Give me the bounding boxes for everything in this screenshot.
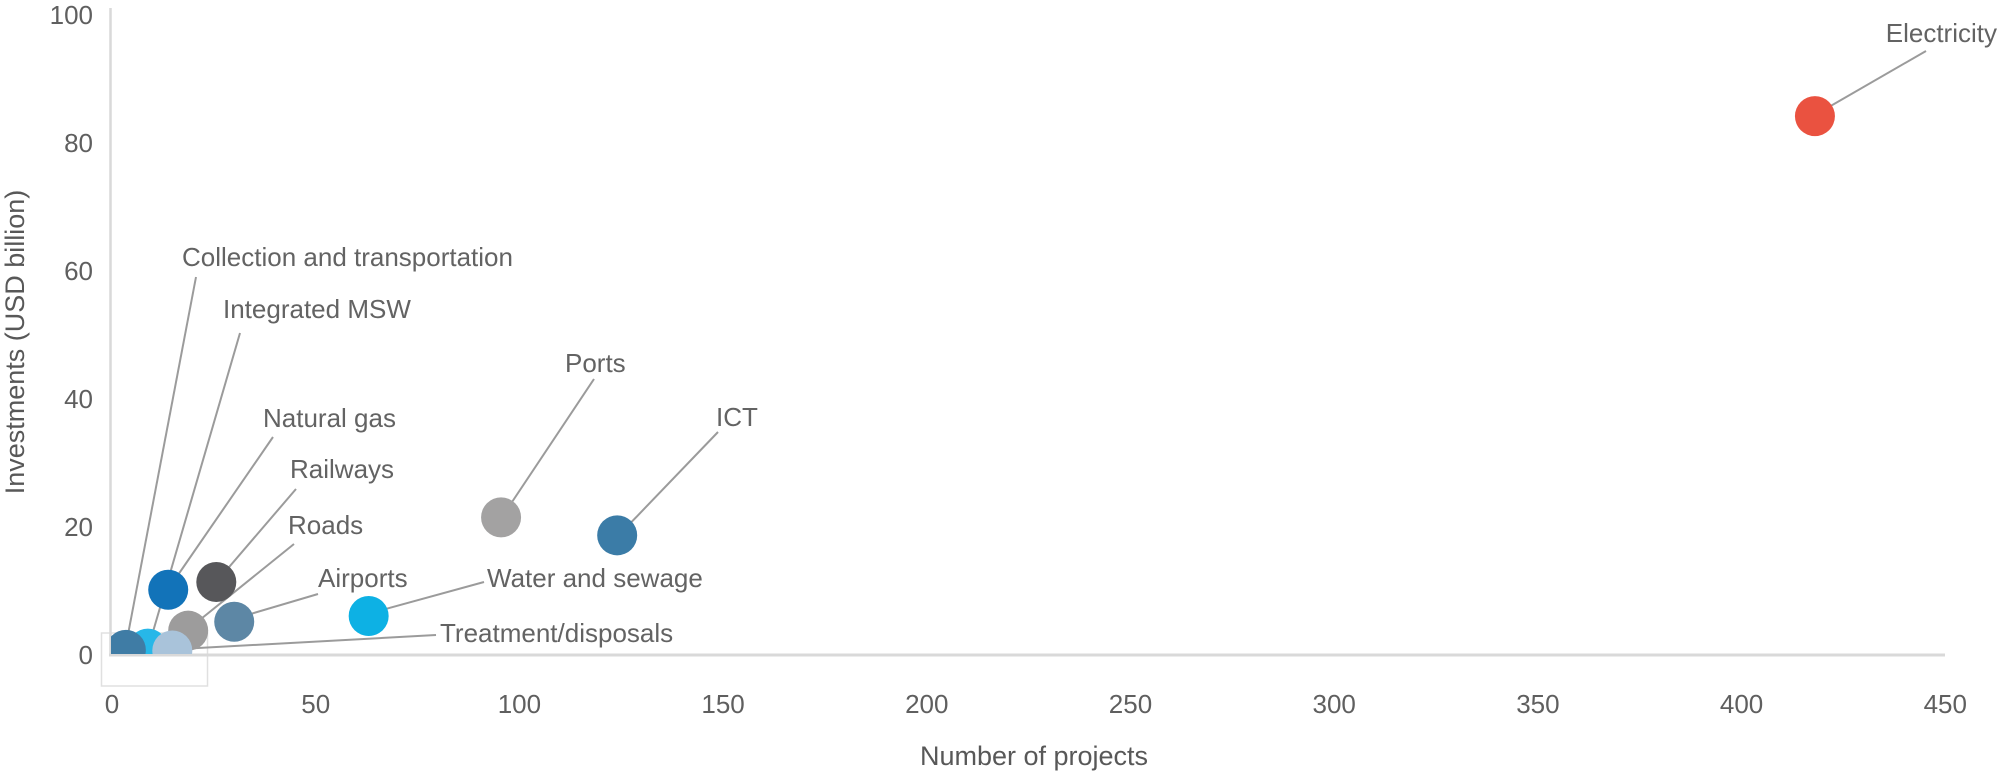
x-tick-50: 50 xyxy=(301,689,330,719)
leader-line-ports xyxy=(501,378,595,518)
point-label-natural-gas: Natural gas xyxy=(263,403,396,433)
leader-line-water-and-sewage xyxy=(370,581,485,614)
x-tick-300: 300 xyxy=(1313,689,1356,719)
leader-line-collection-and-transportation xyxy=(125,276,197,646)
data-point-electricity xyxy=(1794,96,1835,137)
leader-line-roads xyxy=(190,543,295,628)
data-point-ict xyxy=(597,515,638,556)
point-label-airports: Airports xyxy=(318,563,408,593)
point-label-railways: Railways xyxy=(290,454,394,484)
point-labels: Roads Railways Natural gas Integrated MSW Co… xyxy=(182,18,1997,648)
y-tick-40: 40 xyxy=(64,384,93,414)
y-tick-60: 60 xyxy=(64,256,93,286)
leader-line-railways xyxy=(217,488,297,581)
y-axis-title: Investments (USD billion) xyxy=(0,190,30,495)
point-label-collection-and-transportation: Collection and transportation xyxy=(182,242,513,272)
data-point-natural-gas xyxy=(148,569,189,610)
x-tick-400: 400 xyxy=(1720,689,1763,719)
x-tick-350: 350 xyxy=(1516,689,1559,719)
point-label-electricity: Electricity xyxy=(1886,18,1997,48)
data-point-treatment-disposals xyxy=(152,630,193,654)
y-tick-0: 0 xyxy=(79,640,93,670)
x-axis-tick-labels: 0 50 100 150 200 250 300 350 400 450 xyxy=(105,689,1967,719)
data-point-railways xyxy=(196,562,237,603)
x-tick-150: 150 xyxy=(701,689,744,719)
point-label-treatment-disposals: Treatment/disposals xyxy=(440,618,673,648)
point-label-roads: Roads xyxy=(288,510,363,540)
data-point-airports xyxy=(214,601,255,642)
data-points xyxy=(111,96,1835,654)
x-axis-title: Number of projects xyxy=(920,741,1148,771)
leader-line-natural-gas xyxy=(168,436,274,589)
data-point-collection-and-transportation xyxy=(111,629,146,654)
y-tick-100: 100 xyxy=(50,0,93,30)
data-point-water-and-sewage xyxy=(348,595,389,636)
leader-line-ict xyxy=(619,431,719,535)
x-tick-100: 100 xyxy=(498,689,541,719)
x-tick-250: 250 xyxy=(1109,689,1152,719)
x-tick-0: 0 xyxy=(105,689,119,719)
y-axis-tick-labels: 0 20 40 60 80 100 xyxy=(50,0,93,670)
x-tick-450: 450 xyxy=(1924,689,1967,719)
leader-line-electricity xyxy=(1814,50,1927,116)
point-label-ports: Ports xyxy=(565,348,626,378)
leader-lines xyxy=(125,50,1927,650)
point-label-integrated-msw: Integrated MSW xyxy=(223,294,411,324)
y-tick-80: 80 xyxy=(64,128,93,158)
point-label-ict: ICT xyxy=(716,402,758,432)
data-point-ports xyxy=(481,497,522,538)
x-tick-200: 200 xyxy=(905,689,948,719)
leader-line-treatment-disposals xyxy=(179,634,437,650)
y-tick-20: 20 xyxy=(64,512,93,542)
point-label-water-and-sewage: Water and sewage xyxy=(487,563,703,593)
